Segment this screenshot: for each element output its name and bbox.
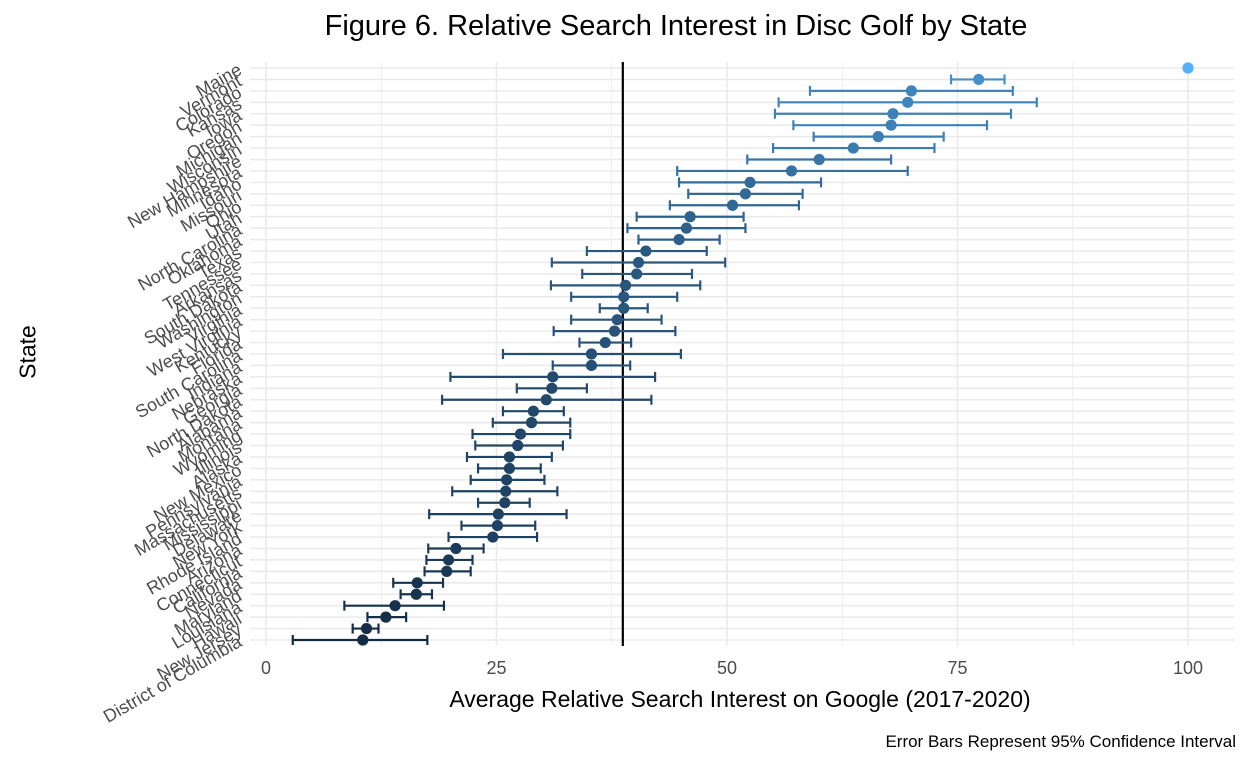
x-tick-label: 50 <box>717 658 737 678</box>
data-point <box>547 371 559 383</box>
data-point <box>410 588 422 600</box>
gridlines <box>250 62 1234 646</box>
data-point <box>1182 62 1194 74</box>
data-point <box>611 314 623 326</box>
x-axis-title: Average Relative Search Interest on Goog… <box>449 686 1031 712</box>
data-point <box>492 508 504 520</box>
data-points <box>357 62 1194 646</box>
data-point <box>631 268 643 280</box>
data-point <box>872 131 884 143</box>
y-axis-tick-labels: MaineVermontColoradoKansasIowaOregonMich… <box>100 59 246 726</box>
data-point <box>450 542 462 555</box>
y-axis-title: State <box>14 325 41 379</box>
data-point <box>618 291 630 303</box>
chart-title: Figure 6. Relative Search Interest in Di… <box>324 10 1028 42</box>
data-point <box>503 462 516 474</box>
x-tick-label: 100 <box>1173 658 1203 678</box>
data-point <box>357 634 369 646</box>
data-point <box>680 222 693 234</box>
data-point <box>640 245 652 257</box>
x-tick-label: 0 <box>261 658 271 678</box>
data-point <box>585 348 598 360</box>
data-point <box>585 359 598 372</box>
data-point <box>619 279 632 291</box>
data-point <box>411 577 423 589</box>
data-point <box>599 336 611 349</box>
data-point <box>885 119 897 131</box>
data-point <box>527 405 539 417</box>
data-point <box>546 382 558 394</box>
data-point <box>813 153 825 166</box>
data-point <box>360 622 373 635</box>
data-point <box>726 199 739 211</box>
x-tick-label: 25 <box>486 658 506 678</box>
chart-caption: Error Bars Represent 95% Confidence Inte… <box>885 732 1236 751</box>
data-point <box>887 108 899 120</box>
data-point <box>441 565 453 577</box>
data-point <box>389 600 401 612</box>
data-point <box>491 520 504 532</box>
data-point <box>442 554 455 566</box>
data-point <box>618 302 630 314</box>
data-point <box>503 451 516 463</box>
data-point <box>514 428 527 440</box>
data-point <box>608 325 621 337</box>
data-point <box>902 96 914 108</box>
data-point <box>500 485 512 497</box>
data-point <box>525 417 538 429</box>
data-point <box>380 611 392 623</box>
data-point <box>487 531 499 543</box>
data-point <box>632 256 645 269</box>
data-point <box>684 211 696 223</box>
data-point <box>540 394 552 406</box>
data-point <box>501 474 513 486</box>
data-point <box>512 439 524 452</box>
data-point <box>785 165 798 177</box>
data-point <box>739 188 752 200</box>
x-tick-label: 75 <box>947 658 967 678</box>
data-point <box>673 234 685 246</box>
data-point <box>499 497 511 509</box>
data-point <box>973 73 985 86</box>
data-point <box>905 85 918 97</box>
data-point <box>744 176 756 188</box>
data-point <box>847 142 859 154</box>
x-axis-tick-labels: 0 25 50 75 100 <box>261 658 1203 678</box>
